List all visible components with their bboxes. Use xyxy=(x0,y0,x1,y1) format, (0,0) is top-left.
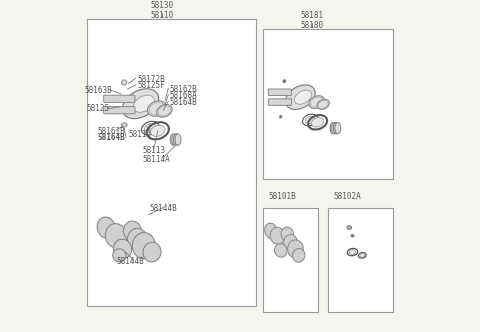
Text: 58164B: 58164B xyxy=(97,133,125,142)
Text: 58113: 58113 xyxy=(142,146,165,155)
Circle shape xyxy=(121,80,127,85)
Ellipse shape xyxy=(147,101,166,116)
Ellipse shape xyxy=(347,226,352,230)
Ellipse shape xyxy=(317,99,329,109)
Ellipse shape xyxy=(309,96,324,109)
Ellipse shape xyxy=(283,80,286,83)
Ellipse shape xyxy=(333,123,339,134)
FancyBboxPatch shape xyxy=(104,107,135,114)
Bar xyxy=(328,208,393,312)
Ellipse shape xyxy=(351,234,354,237)
Ellipse shape xyxy=(288,240,303,258)
Bar xyxy=(263,29,393,179)
Ellipse shape xyxy=(279,116,282,118)
Text: 58168A: 58168A xyxy=(170,91,198,100)
Ellipse shape xyxy=(121,123,127,127)
Ellipse shape xyxy=(335,123,341,134)
Ellipse shape xyxy=(286,85,315,110)
Ellipse shape xyxy=(97,217,115,238)
Bar xyxy=(87,19,256,306)
Text: 58172B: 58172B xyxy=(137,75,165,84)
Ellipse shape xyxy=(122,89,159,119)
Text: 58144B: 58144B xyxy=(149,204,177,212)
Ellipse shape xyxy=(151,125,165,136)
Ellipse shape xyxy=(143,242,161,262)
Text: 58114A: 58114A xyxy=(143,155,171,164)
Text: 58102A: 58102A xyxy=(334,192,361,201)
Ellipse shape xyxy=(330,123,336,134)
Ellipse shape xyxy=(312,118,324,127)
Ellipse shape xyxy=(144,124,156,133)
Bar xyxy=(263,208,318,312)
Ellipse shape xyxy=(360,254,365,257)
Text: 58112: 58112 xyxy=(129,130,152,139)
Text: 58164B: 58164B xyxy=(170,98,198,107)
Ellipse shape xyxy=(284,234,298,250)
Ellipse shape xyxy=(106,224,127,248)
Ellipse shape xyxy=(305,116,315,124)
Text: 58163B: 58163B xyxy=(84,86,112,95)
Ellipse shape xyxy=(332,123,337,134)
Ellipse shape xyxy=(294,90,312,104)
Ellipse shape xyxy=(264,223,277,239)
Text: 58161B: 58161B xyxy=(97,127,125,136)
Text: 58181
58180: 58181 58180 xyxy=(300,11,324,30)
Ellipse shape xyxy=(133,95,155,112)
Ellipse shape xyxy=(173,134,180,145)
Ellipse shape xyxy=(170,134,176,145)
Ellipse shape xyxy=(114,239,132,259)
Ellipse shape xyxy=(349,250,356,254)
FancyBboxPatch shape xyxy=(104,95,135,102)
Text: 58125: 58125 xyxy=(86,104,110,113)
FancyBboxPatch shape xyxy=(268,99,291,105)
Text: 58101B: 58101B xyxy=(268,192,296,201)
Text: 58130
58110: 58130 58110 xyxy=(150,1,173,21)
Ellipse shape xyxy=(175,134,181,145)
Text: 58125F: 58125F xyxy=(137,81,165,90)
Ellipse shape xyxy=(292,249,305,262)
Text: 58162B: 58162B xyxy=(170,85,198,94)
FancyBboxPatch shape xyxy=(268,89,291,96)
Ellipse shape xyxy=(113,249,126,262)
Text: 58144B: 58144B xyxy=(117,257,144,266)
Ellipse shape xyxy=(132,232,155,259)
Ellipse shape xyxy=(275,244,287,257)
Ellipse shape xyxy=(172,134,178,145)
Ellipse shape xyxy=(270,227,285,244)
Ellipse shape xyxy=(123,221,141,241)
Ellipse shape xyxy=(128,228,147,250)
Ellipse shape xyxy=(156,105,172,117)
Ellipse shape xyxy=(281,227,293,241)
